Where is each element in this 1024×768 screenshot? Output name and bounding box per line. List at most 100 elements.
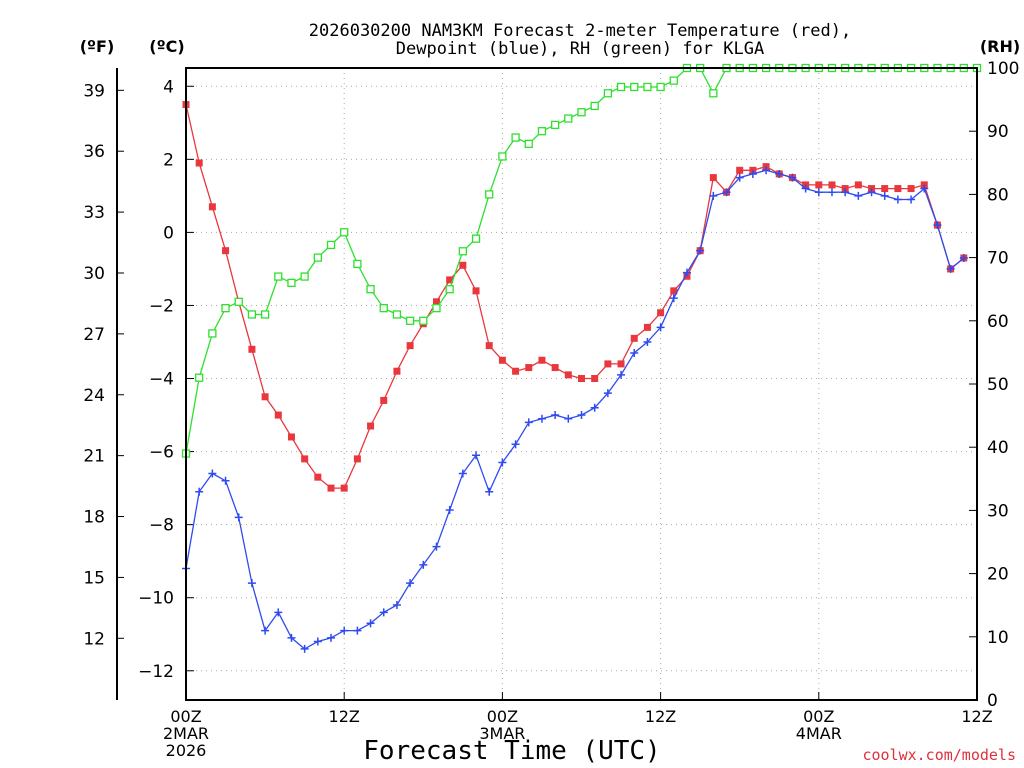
chart-title: 2026030200 NAM3KM Forecast 2-meter Tempe… [309, 21, 851, 59]
fahrenheit-tick-label: 21 [83, 447, 105, 467]
data-point [814, 188, 823, 197]
series-layer [181, 63, 982, 653]
data-point [419, 316, 428, 325]
data-point [406, 579, 415, 588]
data-point [736, 166, 744, 174]
data-point [405, 316, 415, 325]
title-line-2: Dewpoint (blue), RH (green) for KLGA [396, 39, 764, 59]
data-point [327, 484, 335, 492]
data-point [287, 633, 296, 642]
data-point [881, 185, 889, 193]
data-point [446, 276, 454, 284]
data-point [300, 272, 309, 281]
data-point [260, 310, 270, 319]
rh-tick-label: 60 [987, 312, 1009, 332]
data-point [340, 484, 348, 492]
data-point [577, 411, 586, 420]
data-point [471, 234, 481, 243]
data-point [630, 334, 638, 342]
data-point [459, 261, 467, 269]
data-point [221, 476, 230, 485]
data-point [247, 579, 256, 588]
data-point [933, 221, 942, 230]
data-point [682, 268, 691, 277]
data-point [630, 348, 639, 357]
data-point [748, 169, 757, 178]
data-point [340, 626, 349, 635]
data-point [590, 101, 599, 111]
fahrenheit-tick-label: 36 [83, 142, 105, 162]
celsius-tick-label: −12 [138, 662, 174, 682]
data-point [537, 127, 547, 136]
data-point [432, 542, 441, 551]
data-point [643, 82, 652, 92]
rh-tick-label: 90 [987, 122, 1009, 142]
data-point [512, 367, 520, 375]
fahrenheit-tick-label: 39 [83, 81, 105, 101]
series-line [185, 169, 965, 650]
data-point [551, 364, 559, 372]
celsius-tick-label: −6 [149, 443, 174, 463]
data-point [247, 310, 257, 319]
data-point [735, 173, 744, 182]
time-tick-label: 00Z [803, 707, 834, 726]
fahrenheit-tick-label: 15 [83, 568, 105, 588]
data-point [208, 469, 217, 478]
data-point [946, 264, 955, 273]
data-point [854, 181, 862, 189]
data-point [327, 633, 336, 642]
plot-frame [185, 67, 978, 701]
data-point [657, 309, 665, 317]
data-point [458, 469, 467, 478]
data-point [406, 342, 414, 350]
data-point [590, 403, 599, 412]
data-point [893, 195, 902, 204]
data-point [485, 190, 494, 199]
celsius-tick-label: −10 [138, 589, 174, 609]
data-point [274, 411, 282, 419]
data-point [564, 414, 573, 423]
series-line [185, 104, 965, 489]
data-point [419, 560, 428, 569]
data-point [458, 247, 468, 256]
data-point [195, 487, 204, 496]
data-point [221, 304, 230, 313]
data-point [366, 285, 375, 294]
data-point [300, 644, 309, 653]
gridlines [186, 68, 977, 700]
data-point [472, 451, 481, 460]
time-tick-label: 00Z [487, 707, 518, 726]
data-point [234, 513, 243, 522]
data-point [617, 360, 625, 368]
data-point [195, 159, 203, 167]
data-point [907, 195, 916, 204]
celsius-tick-label: 4 [163, 77, 174, 97]
watermark: coolwx.com/models [862, 746, 1016, 764]
data-point [511, 440, 520, 449]
time-tick-label: 3MAR [479, 724, 525, 743]
data-point [815, 181, 823, 189]
data-point [380, 396, 388, 404]
data-point [366, 619, 375, 628]
data-point [591, 375, 599, 383]
rh-tick-label: 40 [987, 438, 1009, 458]
data-point [880, 191, 889, 200]
rh-tick-label: 50 [987, 375, 1009, 395]
fahrenheit-tick-label: 12 [83, 629, 105, 649]
data-point [379, 304, 388, 313]
rh-tick-label: 0 [987, 691, 998, 711]
fahrenheit-tick-label: 18 [83, 508, 105, 528]
fahrenheit-tick-label: 30 [83, 264, 105, 284]
data-point [340, 228, 349, 237]
time-tick-label: 2026 [166, 741, 207, 760]
data-point [524, 139, 533, 148]
fahrenheit-tick-label: 24 [83, 386, 105, 406]
series-temperature [182, 101, 968, 492]
data-point [432, 298, 440, 306]
data-point [669, 294, 678, 303]
data-point [498, 458, 507, 467]
data-point [393, 367, 401, 375]
data-point [722, 188, 731, 197]
